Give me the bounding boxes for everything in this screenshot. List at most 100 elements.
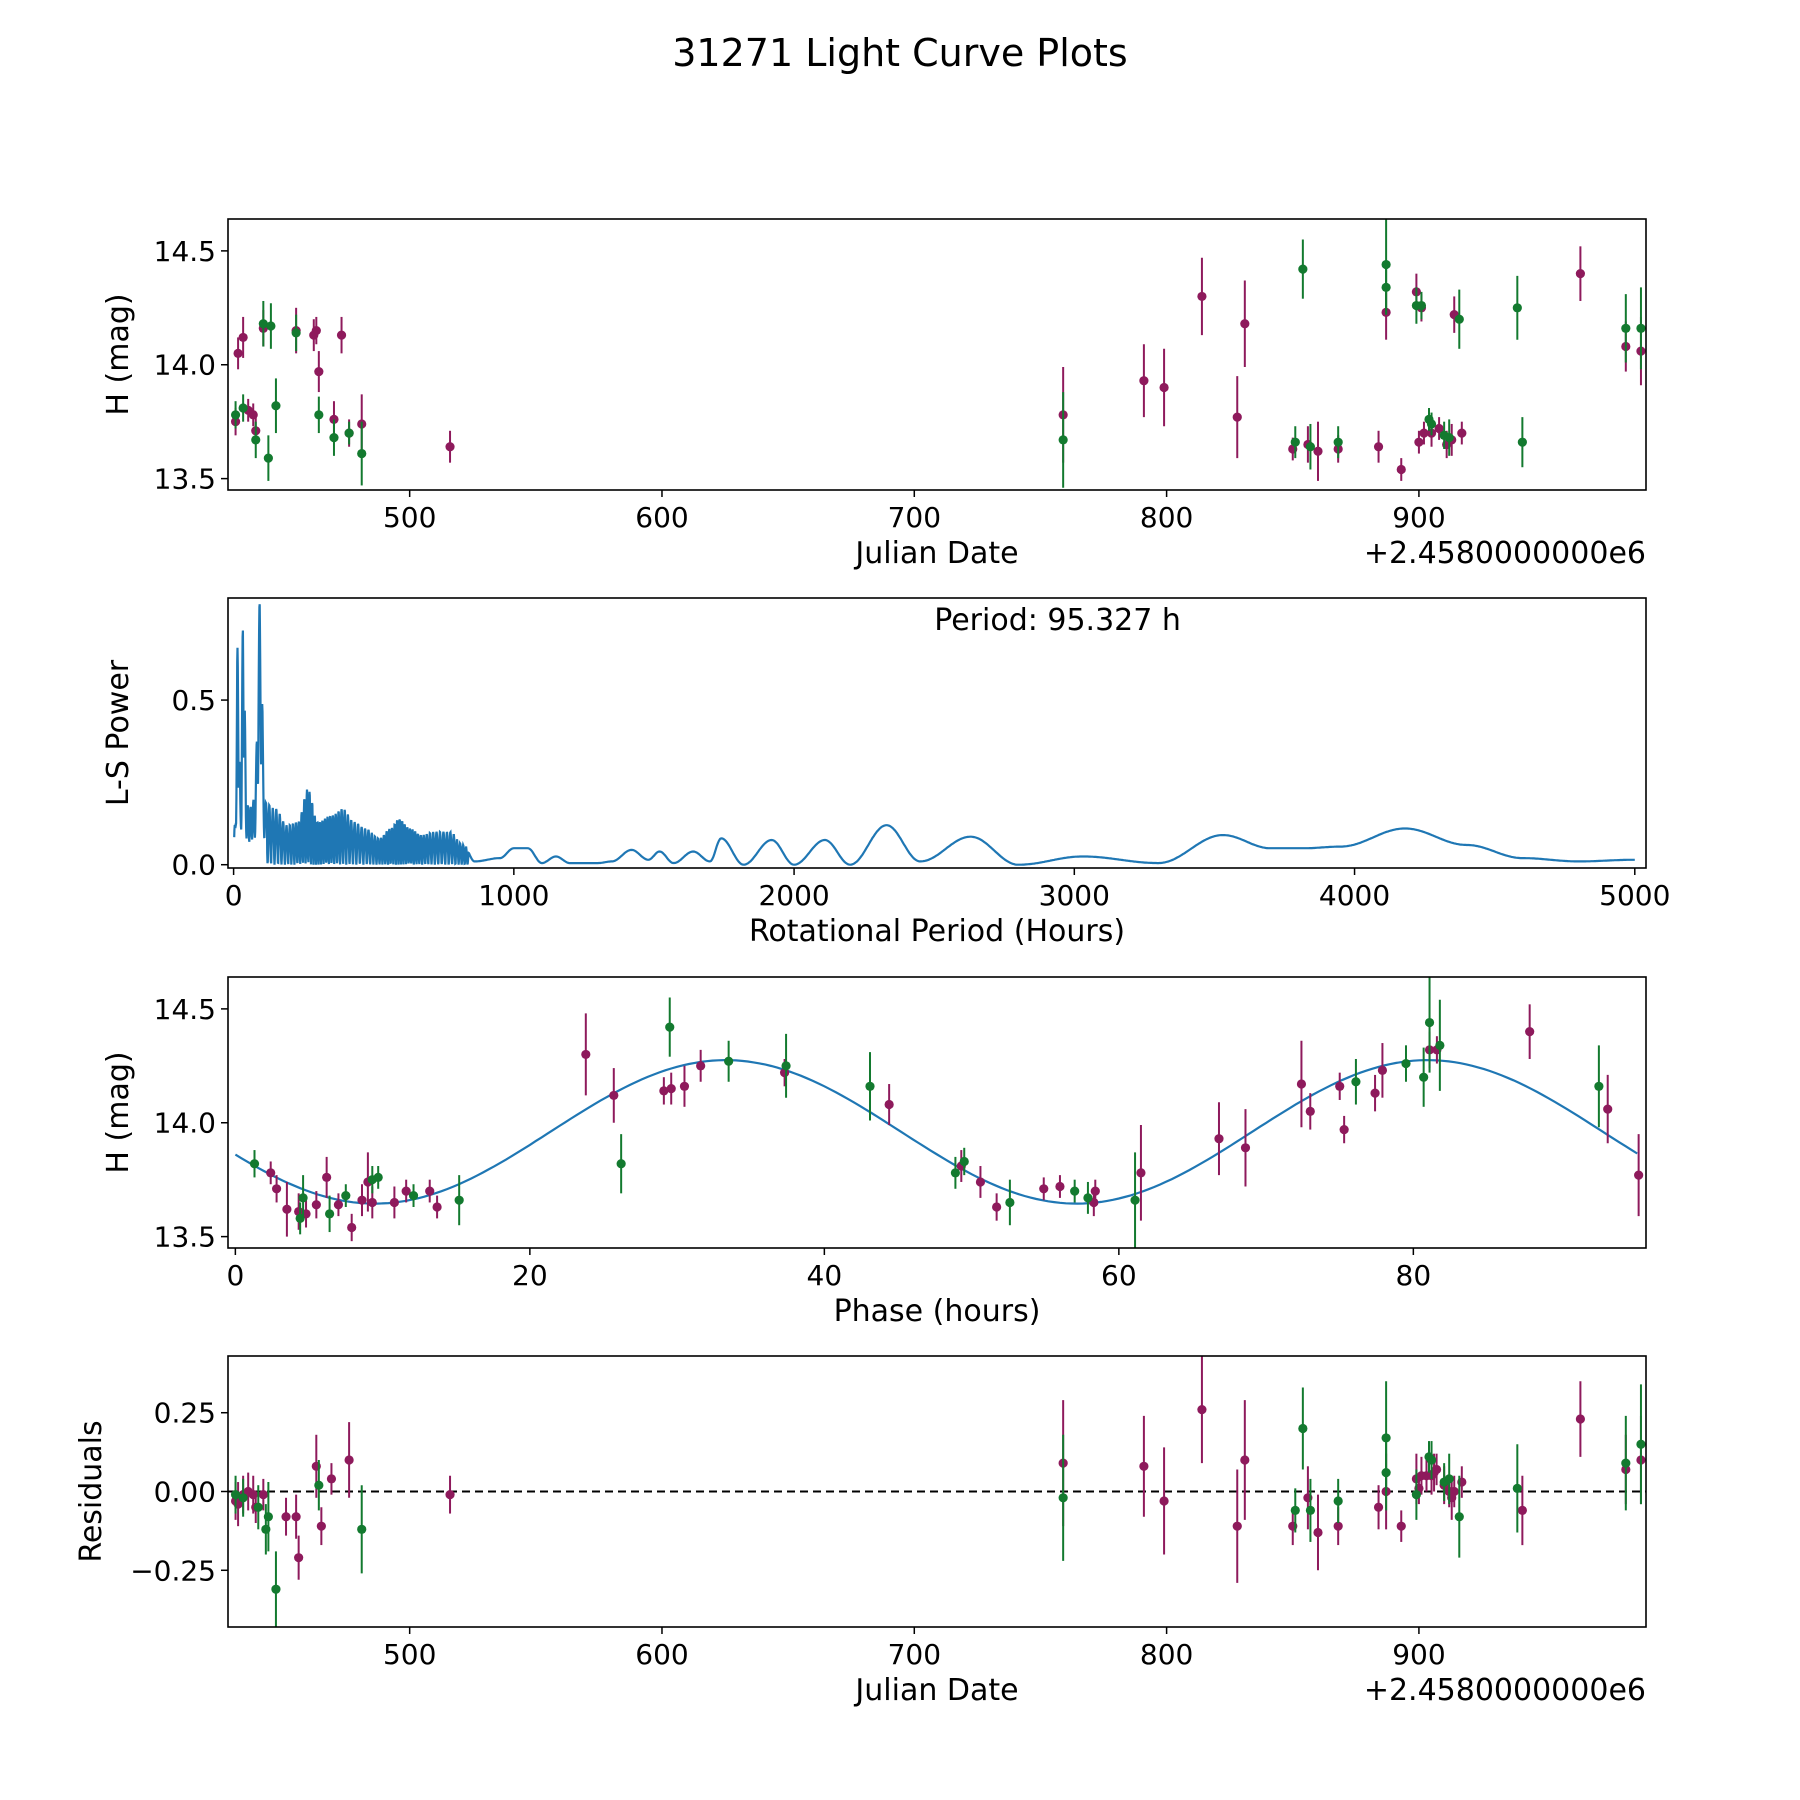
data-point-magenta bbox=[258, 1490, 268, 1500]
x-axis-label: Julian Date bbox=[853, 536, 1018, 571]
data-point-magenta bbox=[401, 1186, 411, 1196]
data-point-green bbox=[271, 401, 281, 411]
data-point-green bbox=[1351, 1077, 1361, 1087]
data-point-magenta bbox=[1373, 1502, 1384, 1512]
data-point-green bbox=[1416, 300, 1427, 311]
x-axis-label: Phase (hours) bbox=[834, 1294, 1041, 1329]
model-fit-line bbox=[234, 1058, 1638, 1205]
data-point-magenta bbox=[344, 1455, 354, 1465]
x-tick-label: 900 bbox=[1392, 1638, 1445, 1671]
data-point-green bbox=[266, 321, 276, 331]
data-point-magenta bbox=[1396, 464, 1406, 475]
x-tick-label: 900 bbox=[1392, 501, 1445, 534]
data-point-magenta bbox=[1575, 1414, 1585, 1424]
data-point-green bbox=[298, 1193, 308, 1203]
data-point-magenta bbox=[1396, 1521, 1406, 1531]
data-point-green bbox=[258, 319, 268, 329]
period-annotation: Period: 95.327 h bbox=[934, 603, 1181, 638]
data-point-magenta bbox=[1335, 1081, 1345, 1091]
data-point-green bbox=[263, 1512, 273, 1522]
data-point-magenta bbox=[266, 1168, 276, 1178]
plot-area bbox=[230, 219, 1646, 488]
data-point-green bbox=[724, 1056, 734, 1066]
periodogram-panel: Period: 95.327 h 0 1000 2000 3000 4000 5000 0.0… bbox=[101, 597, 1670, 949]
data-point-green bbox=[1454, 314, 1464, 324]
data-point-magenta bbox=[425, 1186, 435, 1196]
y-tick-label: 0.25 bbox=[154, 1397, 216, 1430]
data-point-green bbox=[408, 1191, 419, 1201]
data-point-magenta bbox=[1159, 1496, 1169, 1506]
plot-area bbox=[228, 1356, 1646, 1627]
data-point-magenta bbox=[581, 1049, 591, 1060]
data-point-green bbox=[249, 1159, 260, 1169]
data-point-magenta bbox=[1339, 1124, 1349, 1135]
data-point-magenta bbox=[1139, 376, 1149, 386]
data-point-magenta bbox=[311, 1200, 321, 1210]
data-point-green bbox=[1621, 1458, 1631, 1468]
data-point-magenta bbox=[291, 1512, 301, 1522]
x-axis-label: Rotational Period (Hours) bbox=[749, 914, 1125, 949]
data-point-magenta bbox=[445, 442, 455, 452]
data-point-magenta bbox=[445, 1490, 455, 1500]
x-tick-label: 800 bbox=[1140, 1638, 1193, 1671]
data-point-magenta bbox=[1449, 1486, 1459, 1497]
x-tick-label: 20 bbox=[512, 1259, 548, 1292]
data-point-green bbox=[950, 1168, 961, 1178]
residuals-panel: 500 600 700 800 900 −0.25 0.00 0.25 Julian Date R… bbox=[74, 1355, 1647, 1708]
x-tick-label: 0 bbox=[226, 1259, 244, 1292]
data-point-magenta bbox=[1055, 1181, 1065, 1192]
x-tick-label: 700 bbox=[888, 1638, 941, 1671]
data-point-green bbox=[1058, 1493, 1068, 1503]
data-point-green bbox=[230, 410, 241, 420]
data-point-magenta bbox=[271, 1184, 282, 1194]
data-point-magenta bbox=[1197, 291, 1207, 302]
x-tick-label: 700 bbox=[888, 501, 941, 534]
data-point-magenta bbox=[1634, 1170, 1644, 1180]
data-point-green bbox=[1381, 282, 1391, 292]
y-tick-label: 13.5 bbox=[154, 1221, 216, 1254]
y-tick-label: 14.5 bbox=[154, 235, 216, 268]
plot-area bbox=[233, 604, 1635, 866]
data-point-magenta bbox=[1525, 1027, 1535, 1037]
data-point-green bbox=[865, 1081, 875, 1091]
data-point-magenta bbox=[1214, 1134, 1224, 1144]
data-point-magenta bbox=[347, 1222, 357, 1233]
data-point-green bbox=[341, 1191, 351, 1201]
phase-fold-panel: 0 20 40 60 80 13.5 14.0 14.5 Phase (hours) H (mag… bbox=[101, 976, 1647, 1329]
data-point-magenta bbox=[389, 1197, 399, 1208]
data-point-magenta bbox=[1517, 1505, 1527, 1516]
data-point-green bbox=[1333, 437, 1343, 447]
y-tick-label: 14.0 bbox=[154, 349, 216, 382]
data-point-magenta bbox=[336, 330, 347, 340]
data-point-green bbox=[1005, 1197, 1015, 1208]
light-curve-panel: 500 600 700 800 900 13.5 14.0 14.5 Julian Date H … bbox=[101, 218, 1647, 571]
data-point-green bbox=[454, 1195, 464, 1205]
data-point-magenta bbox=[1305, 1106, 1315, 1116]
data-point-magenta bbox=[333, 1200, 344, 1210]
figure-title: 31271 Light Curve Plots bbox=[672, 31, 1127, 75]
x-tick-label: 800 bbox=[1140, 501, 1193, 534]
data-point-magenta bbox=[311, 325, 321, 336]
axes-frame bbox=[227, 218, 1647, 491]
data-point-magenta bbox=[1333, 1521, 1343, 1531]
periodogram-series-line bbox=[233, 604, 1635, 866]
data-point-green bbox=[238, 1493, 248, 1503]
data-point-green bbox=[314, 410, 324, 420]
y-axis-label: L-S Power bbox=[101, 659, 136, 806]
data-point-green bbox=[616, 1159, 626, 1169]
data-point-green bbox=[253, 1502, 263, 1512]
data-point-green bbox=[271, 1584, 281, 1594]
data-point-green bbox=[1305, 1505, 1316, 1516]
data-point-magenta bbox=[1240, 1455, 1250, 1465]
data-point-magenta bbox=[1197, 1404, 1207, 1415]
data-point-green bbox=[1512, 303, 1522, 313]
data-point-magenta bbox=[1457, 428, 1467, 438]
data-point-magenta bbox=[1419, 428, 1429, 438]
data-point-magenta bbox=[679, 1081, 690, 1091]
data-point-magenta bbox=[294, 1553, 304, 1563]
data-point-magenta bbox=[238, 332, 248, 343]
x-tick-label: 4000 bbox=[1319, 879, 1390, 912]
data-point-green bbox=[1298, 1423, 1308, 1434]
axes-frame bbox=[227, 597, 1647, 869]
